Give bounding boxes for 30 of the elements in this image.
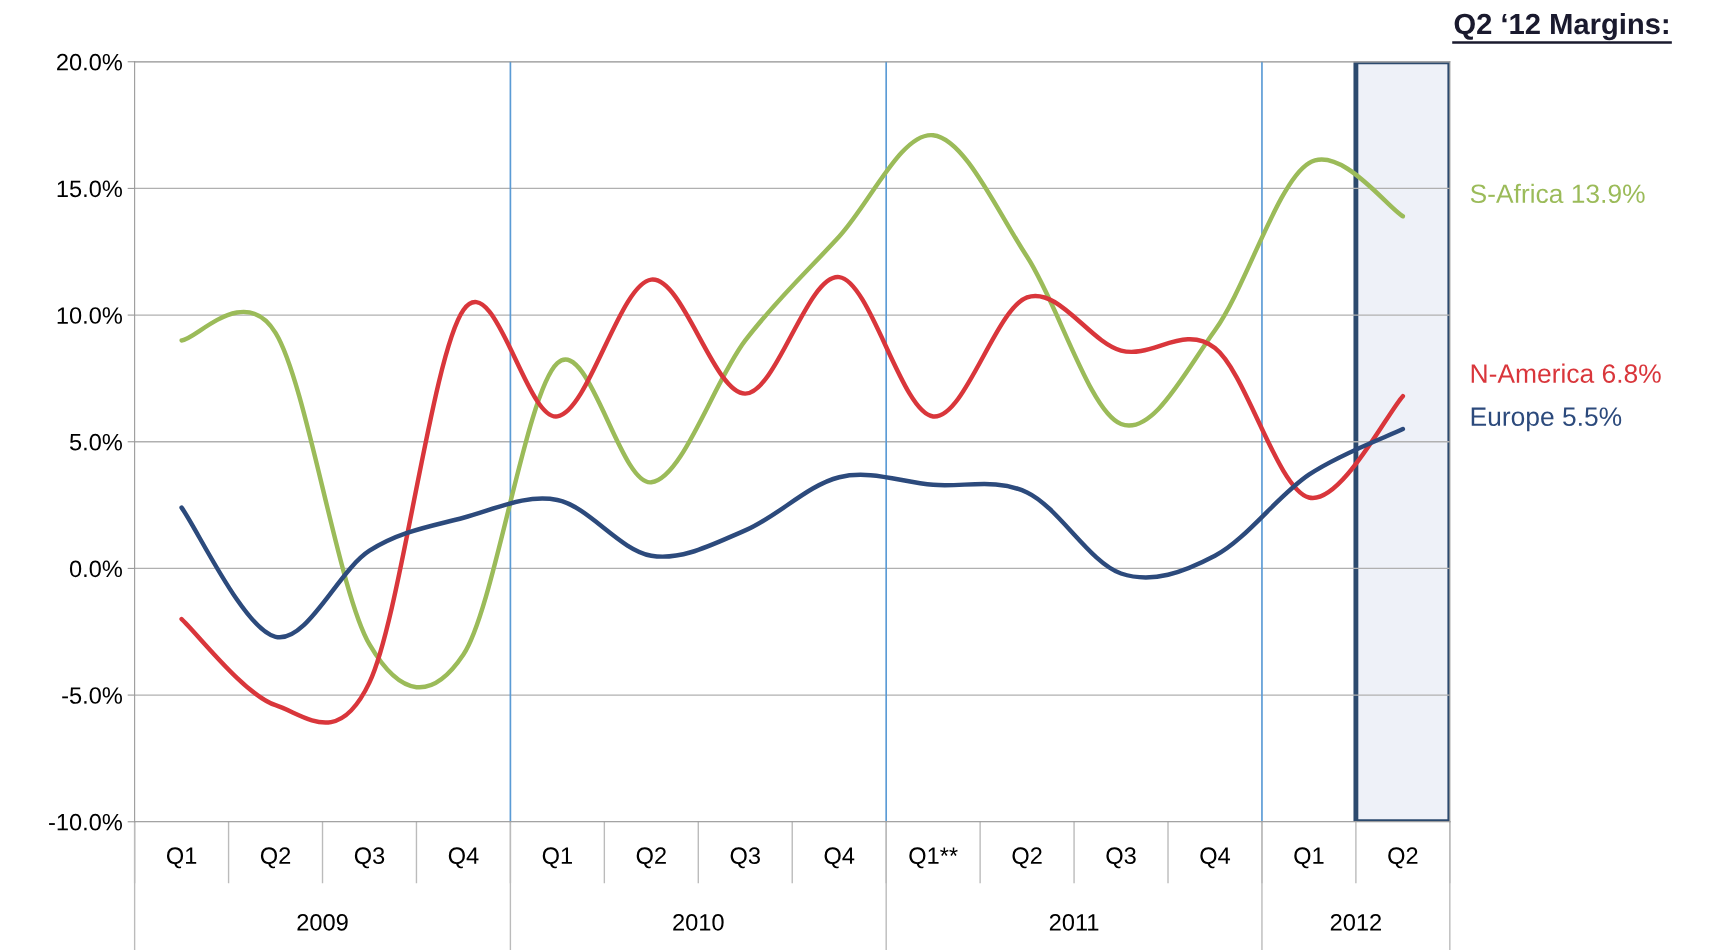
text: 2012 (1330, 913, 1381, 931)
y-tick-label: 15.0% (57, 180, 122, 198)
x-tick-label: Q3 (730, 847, 760, 869)
y-tick-label: 20.0% (57, 53, 122, 71)
line-series (179, 426, 1406, 640)
text: S-Africa 13.9% (1470, 183, 1645, 204)
text: Europe 5.5% (1471, 407, 1622, 432)
x-tick-label: Q2 (1388, 847, 1418, 869)
x-tick-label: Q4 (1200, 847, 1231, 869)
text: Q2 ‘12 Margins: (1454, 12, 1668, 41)
x-tick-label: Q3 (1106, 847, 1136, 869)
x-tick-label: Q1** (909, 847, 958, 869)
x-tick-label: Q1 (1294, 847, 1324, 869)
x-tick-label: Q4 (824, 847, 855, 869)
text: 2011 (1049, 913, 1099, 931)
x-tick-label: Q2 (636, 847, 666, 869)
text: 2010 (673, 913, 724, 931)
text: N-America 6.8% (1471, 363, 1661, 383)
x-tick-label: Q1 (166, 847, 197, 869)
y-tick-label: 10.0% (57, 307, 122, 324)
y-tick-label: 0.0% (69, 560, 122, 578)
x-tick-label: Q2 (260, 847, 291, 869)
y-tick-label: -10.0% (49, 813, 122, 831)
x-tick-label: Q2 (1012, 847, 1042, 869)
text: 2009 (297, 913, 348, 931)
x-tick-label: Q1 (542, 847, 572, 869)
x-tick-label: Q4 (448, 847, 479, 869)
y-tick-label: -5.0% (62, 687, 122, 704)
y-tick-label: 5.0% (69, 433, 122, 451)
x-tick-label: Q3 (354, 847, 385, 869)
